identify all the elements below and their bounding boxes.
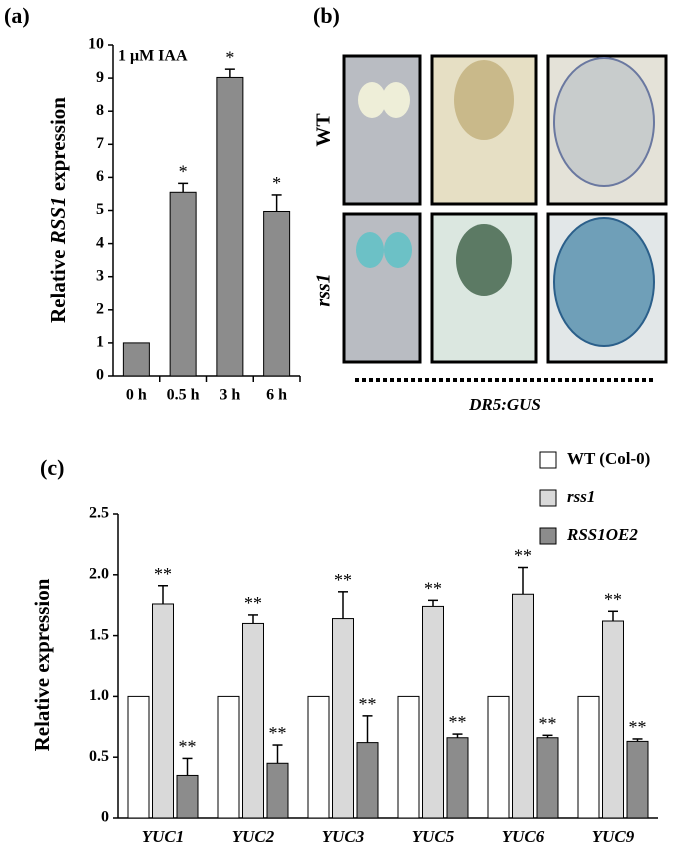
x-tick-label: YUC2 [232, 827, 275, 846]
legend-swatch [539, 489, 557, 507]
x-tick-label: YUC6 [502, 827, 545, 846]
y-tick-label: 0 [101, 809, 109, 826]
row-label: rss1 [313, 273, 335, 306]
significance: ** [359, 694, 377, 714]
y-label-part: expression [46, 97, 70, 197]
bar [332, 618, 354, 819]
y-tick-label: 0.5 [89, 748, 109, 765]
bar [176, 774, 199, 819]
annotation: 1 μM IAA [118, 48, 188, 65]
significance: ** [269, 723, 287, 743]
y-tick-label: 2.5 [89, 505, 109, 522]
y-tick-label: 0 [96, 367, 104, 384]
bar [216, 76, 244, 377]
y-label-part: Relative [46, 244, 70, 323]
bar [169, 191, 197, 377]
y-tick-label: 5 [96, 201, 104, 218]
y-tick-label: 3 [96, 267, 104, 284]
x-tick-label: YUC9 [592, 827, 635, 846]
tissue [456, 224, 512, 296]
bar [266, 762, 289, 819]
legend-label: RSS1OE2 [566, 525, 638, 544]
photo [342, 212, 422, 364]
y-tick-label: 1 [96, 334, 104, 351]
significance: ** [244, 593, 262, 613]
bar [536, 737, 559, 819]
legend-swatch [539, 451, 557, 469]
bar [242, 622, 264, 819]
y-axis-label: Relative RSS1 expression [46, 97, 70, 323]
x-tick-label: 6 h [266, 387, 287, 404]
y-tick-label: 4 [96, 234, 104, 251]
legend-label: WT (Col-0) [567, 449, 650, 468]
legend-swatch [539, 527, 557, 545]
significance: * [272, 173, 281, 193]
bar [122, 342, 150, 377]
bar [356, 742, 379, 819]
significance: ** [449, 712, 467, 732]
bar [577, 695, 600, 819]
x-tick-label: 3 h [219, 387, 240, 404]
cotyledon [382, 82, 410, 118]
bar [127, 695, 150, 819]
significance: ** [629, 717, 647, 737]
tissue [454, 60, 514, 140]
bar [512, 593, 534, 819]
y-tick-label: 2.0 [89, 565, 109, 582]
y-tick-label: 10 [88, 36, 104, 53]
row-label: WT [313, 113, 335, 147]
bar [152, 603, 174, 819]
bar [307, 695, 330, 819]
significance: ** [424, 578, 442, 598]
significance: ** [514, 546, 532, 566]
y-label-part: Relative expression [30, 578, 54, 751]
x-tick-label: YUC5 [412, 827, 455, 846]
y-tick-label: 6 [96, 168, 104, 185]
significance: ** [154, 564, 172, 584]
caption: DR5:GUS [468, 395, 541, 414]
y-tick-label: 7 [96, 135, 104, 152]
y-tick-label: 9 [96, 69, 104, 86]
significance: ** [334, 570, 352, 590]
cotyledon [356, 232, 384, 268]
bar [263, 210, 291, 377]
cotyledon [384, 232, 412, 268]
panel-label: (b) [313, 3, 340, 28]
y-label-part: RSS1 [46, 196, 70, 245]
cotyledon [358, 82, 386, 118]
bar [397, 695, 420, 819]
x-tick-label: 0.5 h [167, 387, 200, 404]
significance: * [179, 161, 188, 181]
leaf [553, 217, 655, 347]
bar [446, 737, 469, 819]
y-tick-label: 8 [96, 102, 104, 119]
panel-label: (c) [40, 455, 64, 480]
x-tick-label: 0 h [126, 387, 147, 404]
bar [217, 695, 240, 819]
y-tick-label: 1.0 [89, 687, 109, 704]
significance: * [225, 47, 234, 67]
legend-label: rss1 [567, 487, 595, 506]
significance: ** [179, 737, 197, 757]
y-axis-label: Relative expression [30, 578, 54, 751]
x-tick-label: YUC3 [322, 827, 365, 846]
photos [342, 54, 668, 364]
y-tick-label: 1.5 [89, 626, 109, 643]
significance: ** [604, 589, 622, 609]
bar [487, 695, 510, 819]
y-tick-label: 2 [96, 300, 104, 317]
bar [602, 620, 624, 819]
significance: ** [539, 713, 557, 733]
photo [342, 54, 422, 206]
bar [422, 605, 444, 819]
leaf [553, 57, 655, 187]
bar [626, 740, 649, 819]
x-tick-label: YUC1 [142, 827, 185, 846]
panel-label: (a) [4, 3, 30, 28]
